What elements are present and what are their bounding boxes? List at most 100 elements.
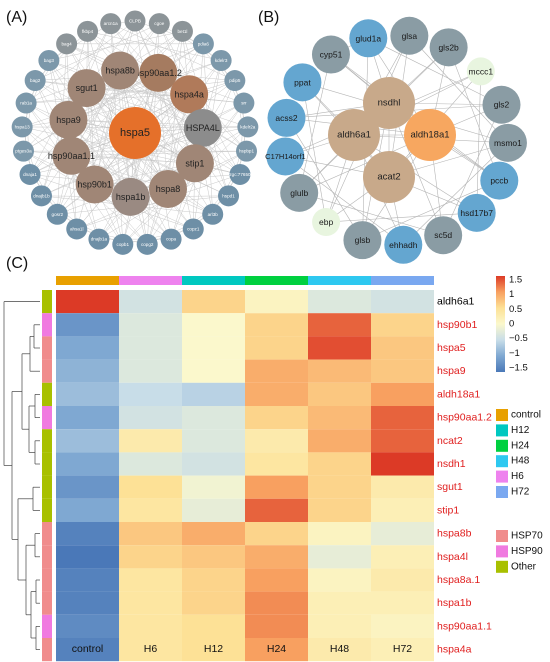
column-annotation-H24: [245, 276, 308, 285]
node-label: bag4: [61, 41, 72, 46]
heatmap-cell: [308, 429, 371, 453]
node-hspbp1: [236, 140, 258, 162]
heatmap-cell: [308, 406, 371, 430]
node-label: sc5d: [434, 230, 452, 240]
node-hspa8b: [101, 51, 140, 90]
heatmap-cell: [119, 498, 182, 522]
legend-swatch-control: [496, 409, 508, 421]
node-label: acss2: [275, 113, 297, 123]
scale-tick-label: −0.5: [509, 333, 528, 344]
heatmap-cell: [308, 638, 371, 662]
heatmap-cell: [56, 452, 119, 476]
node-C17H14orf1: [266, 137, 305, 176]
legend-label-control: control: [511, 410, 541, 421]
edge: [25, 20, 136, 104]
heatmap-cell: [371, 429, 434, 453]
heatmap-cell: [245, 614, 308, 638]
heatmap-cell: [308, 359, 371, 383]
edge: [409, 35, 509, 144]
node-sgut1: [67, 69, 106, 108]
edge: [326, 212, 477, 223]
row-label-nsdh1: nsdh1: [437, 458, 466, 470]
edge: [448, 47, 500, 181]
legend-label-HSP70: HSP70: [511, 531, 543, 542]
edge: [41, 127, 203, 197]
node-label: dnajb1b: [33, 193, 50, 198]
heatmap-cell: [182, 406, 245, 430]
node-aldh6a1: [328, 109, 380, 161]
heatmap-cell: [308, 522, 371, 546]
heatmap-cell: [371, 638, 434, 662]
edge: [57, 72, 159, 215]
node-copa: [160, 228, 182, 250]
node-label: hspd1: [222, 193, 235, 198]
heatmap-cell: [56, 429, 119, 453]
node-label: pccb: [490, 176, 508, 186]
heatmap-cell: [245, 545, 308, 569]
node-pdip5: [224, 70, 246, 92]
color-scale-bar: [496, 276, 505, 372]
node-label: kdelr2a: [240, 124, 256, 129]
row-label-hspa1b: hspa1b: [437, 597, 472, 609]
node-ebp: [312, 208, 341, 237]
node-label: aldh18a1: [410, 130, 449, 141]
column-annotation-H6: [119, 276, 182, 285]
node-label: fkbp4: [82, 29, 94, 34]
node-bag3: [38, 49, 60, 71]
node-label: srr: [241, 101, 247, 106]
heatmap-cell: [308, 545, 371, 569]
node-sc5d: [424, 216, 463, 255]
heatmap-cell: [182, 522, 245, 546]
row-label-ncat2: ncat2: [437, 435, 463, 447]
heatmap-cell: [119, 359, 182, 383]
heatmap-cell: [182, 638, 245, 662]
node-hspa5: [109, 107, 161, 159]
heatmap-cell: [308, 452, 371, 476]
node-pdia6: [192, 33, 214, 55]
edge: [234, 80, 247, 152]
row-label-hspa9: hspa9: [437, 365, 466, 377]
heatmap-cell: [119, 614, 182, 638]
row-group-aldh6a1: [42, 290, 52, 314]
row-label-hspa8a.1: hspa8a.1: [437, 574, 480, 586]
node-label: bag3: [44, 58, 55, 63]
node-gosr2: [46, 203, 68, 225]
edge: [476, 71, 482, 213]
node-label: stip1: [185, 158, 204, 168]
scale-tick-label: 1.5: [509, 275, 522, 286]
node-label: dnajb1a: [91, 237, 108, 242]
node-dnaja1: [19, 163, 41, 185]
node-label: hspa4a: [174, 89, 204, 99]
node-glud1a: [349, 19, 388, 58]
heatmap-cell: [245, 429, 308, 453]
node-label: arcn1a: [104, 21, 118, 26]
node-label: pdia6: [198, 41, 210, 46]
scale-tick-label: −1: [509, 348, 520, 359]
node-hsp90aa1.1: [52, 136, 91, 175]
node-label: mccc1: [469, 66, 494, 76]
scale-tick-label: 1: [509, 289, 514, 300]
heatmap-cell: [308, 382, 371, 406]
node-label: dnaja1: [23, 172, 37, 177]
heatmap-cell: [371, 336, 434, 360]
node-label: glud1a: [356, 33, 382, 43]
heatmap-cell: [245, 591, 308, 615]
node-bag4: [56, 33, 78, 55]
row-label-aldh6a1: aldh6a1: [437, 296, 475, 308]
node-hspa9: [49, 100, 88, 139]
edge: [299, 192, 444, 236]
network-a: CLPB cgoe bet1l pdia6 kdelr3 pdip5 srr kdelr2a h…: [11, 10, 259, 255]
row-label-hsp90aa1.1: hsp90aa1.1: [437, 620, 492, 632]
heatmap-cell: [245, 638, 308, 662]
heatmap-cell: [119, 568, 182, 592]
legend-swatch-H12: [496, 424, 508, 437]
edge: [23, 150, 195, 164]
node-label: copg2: [141, 242, 154, 247]
row-group-hsp90b1: [42, 313, 52, 337]
heatmap-cell: [308, 614, 371, 638]
edge: [86, 88, 124, 245]
heatmap-cell: [56, 638, 119, 662]
edge: [23, 72, 159, 152]
column-annotation-H48: [308, 276, 371, 285]
edge: [285, 156, 404, 246]
